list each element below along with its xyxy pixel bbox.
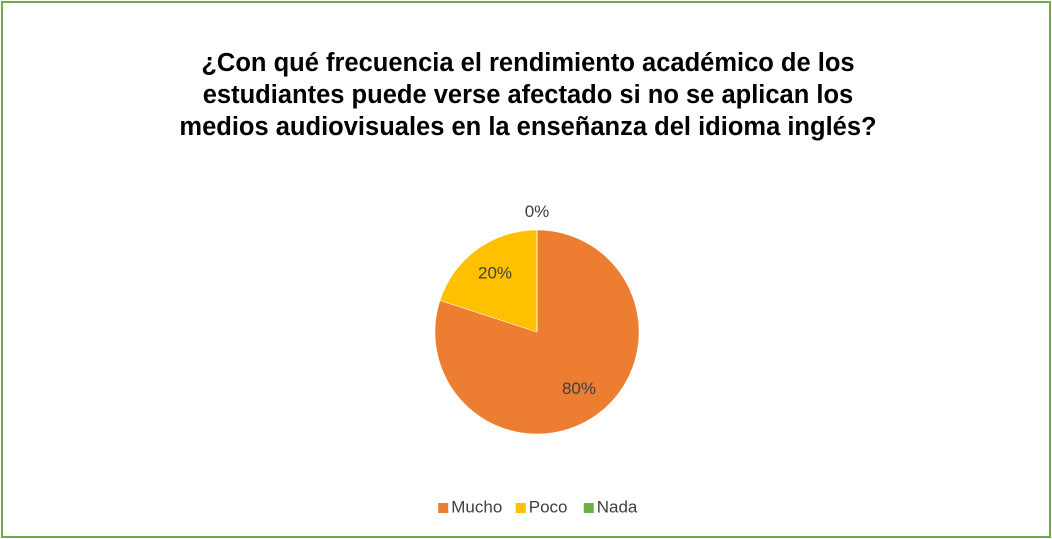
legend-label: Nada <box>597 497 638 516</box>
legend-swatch <box>583 503 594 513</box>
legend-label: Mucho <box>451 497 502 516</box>
data-label: 20% <box>478 264 512 283</box>
data-label: 0% <box>525 202 550 221</box>
chart: 80% 20% 0% Mucho Poco Nada <box>434 202 640 516</box>
legend-swatch <box>438 503 449 513</box>
legend-label: Poco <box>529 497 568 516</box>
pie-slice <box>439 229 538 333</box>
chart-title: ¿Con qué frecuencia el rendimiento acadé… <box>179 49 877 141</box>
data-label: 80% <box>562 379 596 398</box>
legend-swatch <box>515 503 526 513</box>
